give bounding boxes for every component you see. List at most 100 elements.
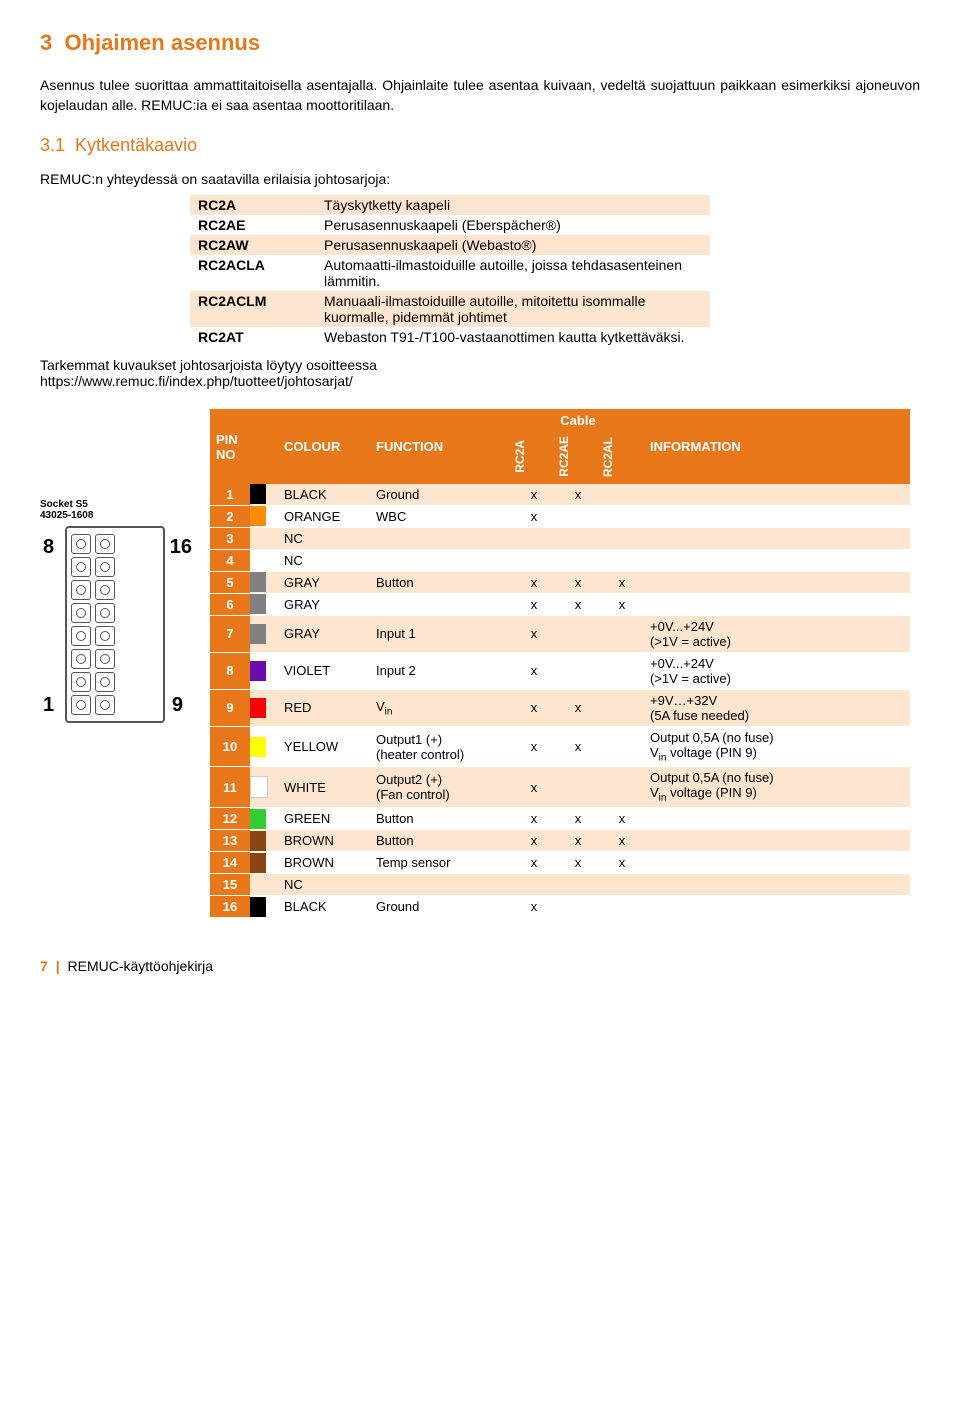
colour-name: BLACK xyxy=(278,484,370,506)
pin-function: Temp sensor xyxy=(370,852,512,874)
th-cable: Cable xyxy=(512,409,644,432)
pin-no: 3 xyxy=(210,527,250,549)
cable-row: RC2ATWebaston T91-/T100-vastaanottimen k… xyxy=(190,327,710,347)
th-rc2a: RC2A xyxy=(512,432,556,484)
pin-info xyxy=(644,830,910,852)
colour-swatch xyxy=(250,549,278,571)
cable-row: RC2ACLAAutomaatti-ilmastoiduille autoill… xyxy=(190,255,710,291)
colour-swatch xyxy=(250,726,278,767)
pin-row: 2ORANGEWBCx xyxy=(210,505,910,527)
cable-mark: x xyxy=(556,484,600,506)
colour-name: NC xyxy=(278,549,370,571)
colour-swatch xyxy=(250,484,278,506)
cable-mark: x xyxy=(556,571,600,593)
colour-name: BROWN xyxy=(278,852,370,874)
link-text: Tarkemmat kuvaukset johtosarjoista löyty… xyxy=(40,357,920,389)
subsection-title-text: Kytkentäkaavio xyxy=(75,135,197,155)
cable-mark xyxy=(556,874,600,896)
th-rc2ae: RC2AE xyxy=(556,432,600,484)
colour-swatch xyxy=(250,689,278,726)
cable-mark: x xyxy=(556,852,600,874)
pin-area: Socket S5 43025-1608 8 16 1 9 PIN NO xyxy=(40,409,920,918)
th-function: FUNCTION xyxy=(370,409,512,484)
pin-row: 7GRAYInput 1x+0V...+24V(>1V = active) xyxy=(210,615,910,652)
colour-swatch xyxy=(250,593,278,615)
colour-name: NC xyxy=(278,527,370,549)
cable-desc: Perusasennuskaapeli (Eberspächer®) xyxy=(316,215,710,235)
cable-mark xyxy=(512,549,556,571)
pin-no: 1 xyxy=(210,484,250,506)
cable-mark: x xyxy=(600,808,644,830)
cable-mark: x xyxy=(556,726,600,767)
pin-row: 4 NC xyxy=(210,549,910,571)
cable-mark: x xyxy=(600,571,644,593)
subsection-number: 3.1 xyxy=(40,135,65,155)
pin-row: 14BROWNTemp sensorxxx xyxy=(210,852,910,874)
cable-mark xyxy=(600,896,644,918)
pin-row: 11WHITEOutput2 (+)(Fan control)xOutput 0… xyxy=(210,767,910,808)
cables-table: RC2ATäyskytketty kaapeliRC2AEPerusasennu… xyxy=(190,195,710,347)
pin-function: Button xyxy=(370,571,512,593)
cable-code: RC2A xyxy=(190,195,316,215)
pins-table: PIN NO COLOUR FUNCTION Cable INFORMATION… xyxy=(210,409,910,918)
pin-no: 5 xyxy=(210,571,250,593)
cable-mark: x xyxy=(512,852,556,874)
colour-swatch xyxy=(250,874,278,896)
pin-no: 4 xyxy=(210,549,250,571)
section-number: 3 xyxy=(40,30,52,55)
colour-name: GRAY xyxy=(278,615,370,652)
cable-mark: x xyxy=(512,593,556,615)
cable-mark xyxy=(512,874,556,896)
cable-mark xyxy=(556,652,600,689)
pin-label-16: 16 xyxy=(170,536,192,559)
cable-mark: x xyxy=(600,830,644,852)
cable-mark xyxy=(600,527,644,549)
cable-desc: Manuaali-ilmastoiduille autoille, mitoit… xyxy=(316,291,710,327)
pin-info xyxy=(644,852,910,874)
colour-swatch xyxy=(250,808,278,830)
colour-name: GRAY xyxy=(278,593,370,615)
colour-name: RED xyxy=(278,689,370,726)
cable-mark xyxy=(556,505,600,527)
th-pin-no: PIN NO xyxy=(210,409,250,484)
cable-row: RC2ATäyskytketty kaapeli xyxy=(190,195,710,215)
pin-no: 12 xyxy=(210,808,250,830)
colour-name: NC xyxy=(278,874,370,896)
pin-no: 6 xyxy=(210,593,250,615)
cable-code: RC2AW xyxy=(190,235,316,255)
cable-mark: x xyxy=(512,615,556,652)
cable-mark: x xyxy=(512,484,556,506)
pin-label-8: 8 xyxy=(43,536,54,559)
pin-row: 9REDVinxx+9V…+32V(5A fuse needed) xyxy=(210,689,910,726)
pin-info xyxy=(644,484,910,506)
subsection-title: 3.1 Kytkentäkaavio xyxy=(40,135,920,156)
link-line2: https://www.remuc.fi/index.php/tuotteet/… xyxy=(40,373,353,389)
section-body: Asennus tulee suorittaa ammattitaitoisel… xyxy=(40,76,920,115)
cable-mark: x xyxy=(556,593,600,615)
pin-row: 8VIOLETInput 2x+0V...+24V(>1V = active) xyxy=(210,652,910,689)
colour-name: GREEN xyxy=(278,808,370,830)
pin-info: Output 0,5A (no fuse)Vin voltage (PIN 9) xyxy=(644,726,910,767)
pin-no: 11 xyxy=(210,767,250,808)
cable-desc: Täyskytketty kaapeli xyxy=(316,195,710,215)
cable-mark xyxy=(600,484,644,506)
pin-function: Ground xyxy=(370,484,512,506)
pin-row: 13BROWNButtonxxx xyxy=(210,830,910,852)
cable-row: RC2AWPerusasennuskaapeli (Webasto®) xyxy=(190,235,710,255)
cable-mark: x xyxy=(512,505,556,527)
cable-mark: x xyxy=(556,808,600,830)
pin-function xyxy=(370,874,512,896)
page-footer: 7 | REMUC-käyttöohjekirja xyxy=(40,958,920,974)
colour-name: BROWN xyxy=(278,830,370,852)
doc-title: REMUC-käyttöohjekirja xyxy=(68,958,213,974)
pin-row: 5GRAYButtonxxx xyxy=(210,571,910,593)
colour-name: ORANGE xyxy=(278,505,370,527)
cable-mark: x xyxy=(512,726,556,767)
connector-graphic: 8 16 1 9 xyxy=(65,526,165,723)
section-title: 3 Ohjaimen asennus xyxy=(40,30,920,56)
cable-desc: Perusasennuskaapeli (Webasto®) xyxy=(316,235,710,255)
cable-mark xyxy=(600,549,644,571)
cable-row: RC2AEPerusasennuskaapeli (Eberspächer®) xyxy=(190,215,710,235)
colour-swatch xyxy=(250,767,278,808)
cable-mark xyxy=(600,615,644,652)
